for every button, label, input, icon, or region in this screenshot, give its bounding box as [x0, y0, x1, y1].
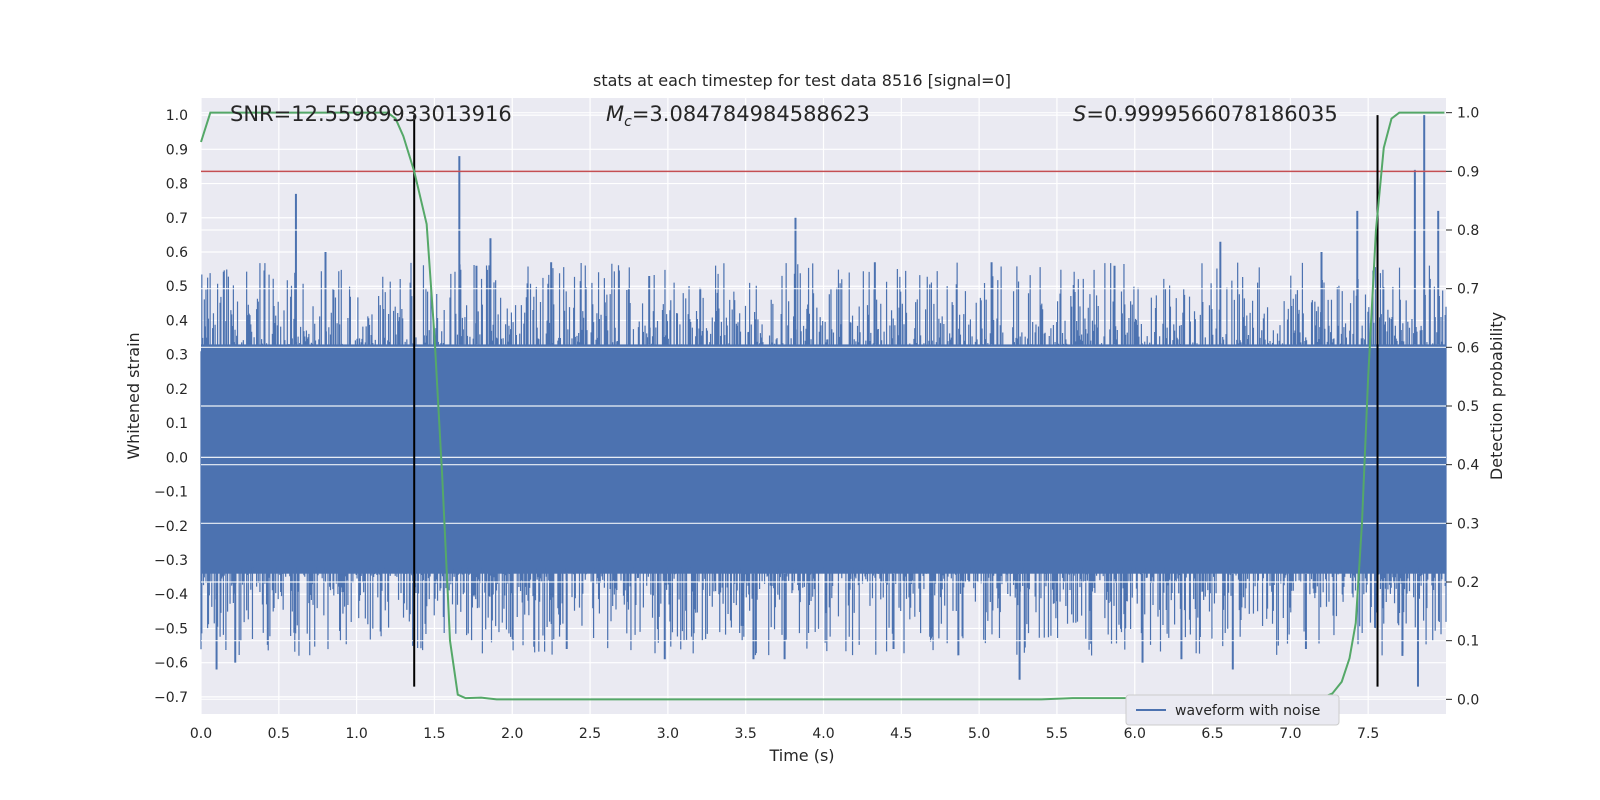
y-tick-label: 0.0	[166, 450, 188, 466]
y-right-tick-label: 0.1	[1457, 634, 1479, 650]
mc-value: =3.084784984588623	[632, 102, 870, 126]
y-tick-label: 0.2	[166, 382, 188, 398]
x-tick-label: 2.5	[579, 726, 601, 742]
x-tick-label: 1.0	[345, 726, 367, 742]
y-right-tick-label: 0.3	[1457, 516, 1479, 532]
x-tick-label: 6.0	[1124, 726, 1146, 742]
score-annotation: S=0.9999566078186035	[1073, 102, 1338, 126]
y-right-tick-label: 0.7	[1457, 282, 1479, 298]
y-right-tick-label: 0.8	[1457, 223, 1479, 239]
chart-title: stats at each timestep for test data 851…	[593, 71, 1011, 90]
y-right-tick-label: 0.0	[1457, 692, 1479, 708]
y-right-tick-label: 0.2	[1457, 575, 1479, 591]
x-tick-label: 7.5	[1357, 726, 1379, 742]
x-tick-label: 2.0	[501, 726, 523, 742]
x-tick-label: 0.0	[190, 726, 212, 742]
mc-symbol: M	[606, 102, 624, 126]
mc-subscript: c	[624, 114, 632, 130]
x-tick-label: 4.5	[890, 726, 912, 742]
x-tick-label: 5.5	[1046, 726, 1068, 742]
y-right-tick-label: 0.9	[1457, 164, 1479, 180]
y-right-tick-label: 0.5	[1457, 399, 1479, 415]
snr-annotation: SNR=12.55989933013916	[230, 102, 512, 126]
x-tick-label: 0.5	[268, 726, 290, 742]
y-tick-label: 0.5	[166, 279, 188, 295]
y-tick-label: 0.8	[166, 177, 188, 193]
y-tick-label: −0.7	[154, 690, 188, 706]
legend-label: waveform with noise	[1175, 703, 1320, 719]
y-tick-label: 0.7	[166, 211, 188, 227]
y-tick-label: −0.2	[154, 519, 188, 535]
y-tick-label: 1.0	[166, 108, 188, 124]
s-symbol: S	[1073, 102, 1086, 126]
x-tick-label: 3.0	[657, 726, 679, 742]
y-tick-label: 0.3	[166, 348, 188, 364]
y-tick-label: 0.1	[166, 416, 188, 432]
x-tick-label: 3.5	[735, 726, 757, 742]
s-value: =0.9999566078186035	[1086, 102, 1337, 126]
y-tick-label: −0.4	[154, 587, 188, 603]
legend-box	[1125, 694, 1340, 726]
y-right-tick-label: 0.6	[1457, 340, 1479, 356]
y-axis-label: Whitened strain	[124, 332, 143, 459]
y-tick-label: −0.5	[154, 621, 188, 637]
y-right-tick-label: 0.4	[1457, 458, 1479, 474]
x-tick-label: 4.0	[812, 726, 834, 742]
y-tick-label: −0.1	[154, 485, 188, 501]
x-tick-label: 6.5	[1201, 726, 1223, 742]
waveform-with-noise	[200, 262, 1447, 656]
y-tick-label: −0.6	[154, 656, 188, 672]
x-tick-label: 1.5	[423, 726, 445, 742]
y-tick-label: −0.3	[154, 553, 188, 569]
y-right-tick-label: 1.0	[1457, 106, 1479, 122]
x-tick-label: 7.0	[1279, 726, 1301, 742]
detection-probability-line	[200, 111, 1445, 701]
legend: waveform with noise	[1125, 694, 1340, 726]
y-axis-right-label: Detection probability	[1487, 312, 1506, 480]
x-axis-label: Time (s)	[768, 746, 834, 765]
y-tick-label: 0.9	[166, 142, 188, 158]
y-tick-label: 0.6	[166, 245, 188, 261]
chirp-mass-annotation: Mc=3.084784984588623	[606, 102, 870, 130]
y-tick-label: 0.4	[166, 313, 188, 329]
x-tick-label: 5.0	[968, 726, 990, 742]
